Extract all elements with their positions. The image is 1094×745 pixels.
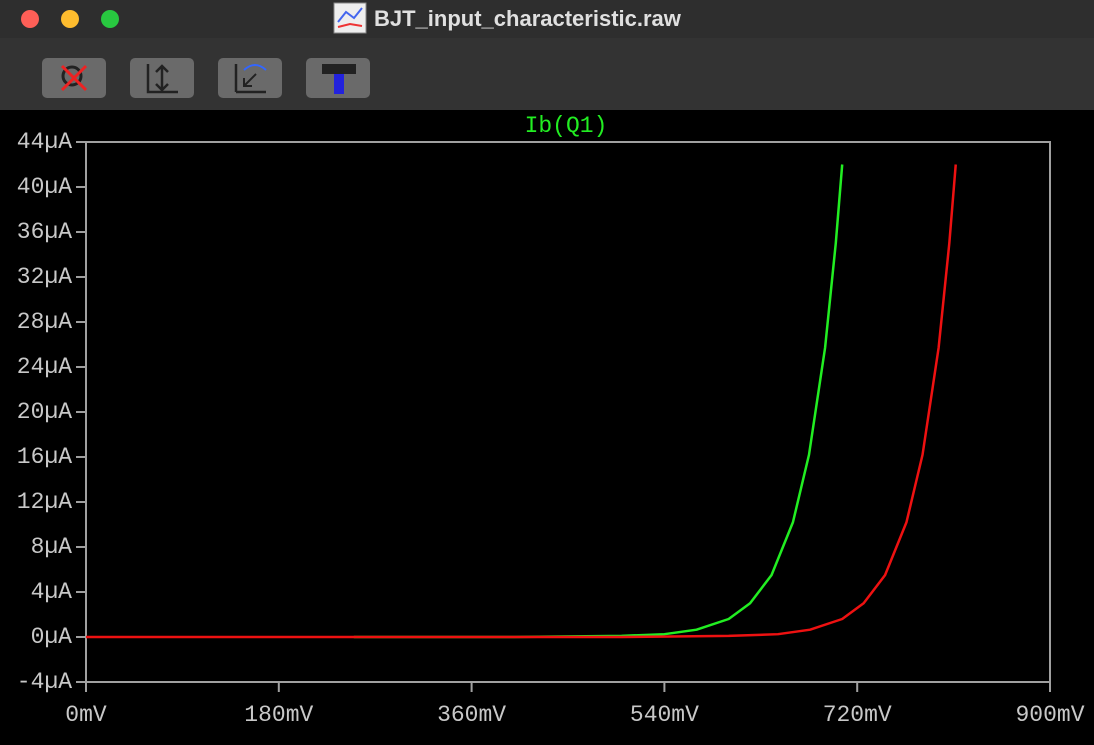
toolbar-button[interactable]: [42, 58, 106, 98]
y-tick-label: 0µA: [31, 624, 73, 650]
trace: [86, 164, 957, 639]
y-tick-label: 20µA: [17, 399, 72, 425]
x-tick-label: 540mV: [630, 702, 699, 728]
y-tick-label: 8µA: [31, 534, 73, 560]
window-title: BJT_input_characteristic.raw: [374, 6, 682, 31]
plot-frame: [85, 141, 1051, 683]
file-icon: [333, 2, 367, 34]
x-tick-label: 180mV: [244, 702, 313, 728]
toolbar-button[interactable]: [130, 58, 194, 98]
toolbar-button[interactable]: [218, 58, 282, 98]
y-tick-label: -4µA: [17, 669, 72, 695]
y-tick-label: 4µA: [31, 579, 73, 605]
title-bar: [0, 0, 1094, 38]
y-tick-label: 24µA: [17, 354, 72, 380]
zoom-button[interactable]: [101, 10, 119, 28]
y-tick-label: 40µA: [17, 174, 72, 200]
y-tick-label: 32µA: [17, 264, 72, 290]
chart-title: Ib(Q1): [525, 113, 608, 139]
minimize-button[interactable]: [61, 10, 79, 28]
y-tick-label: 12µA: [17, 489, 72, 515]
y-tick-label: 16µA: [17, 444, 72, 470]
toolbar-button[interactable]: [306, 58, 370, 98]
x-tick-label: 720mV: [823, 702, 892, 728]
y-tick-label: 44µA: [17, 129, 72, 155]
y-tick-label: 28µA: [17, 309, 72, 335]
close-button[interactable]: [21, 10, 39, 28]
x-tick-label: 360mV: [437, 702, 506, 728]
y-tick-label: 36µA: [17, 219, 72, 245]
x-tick-label: 900mV: [1015, 702, 1084, 728]
x-tick-label: 0mV: [65, 702, 107, 728]
trace: [353, 164, 844, 639]
